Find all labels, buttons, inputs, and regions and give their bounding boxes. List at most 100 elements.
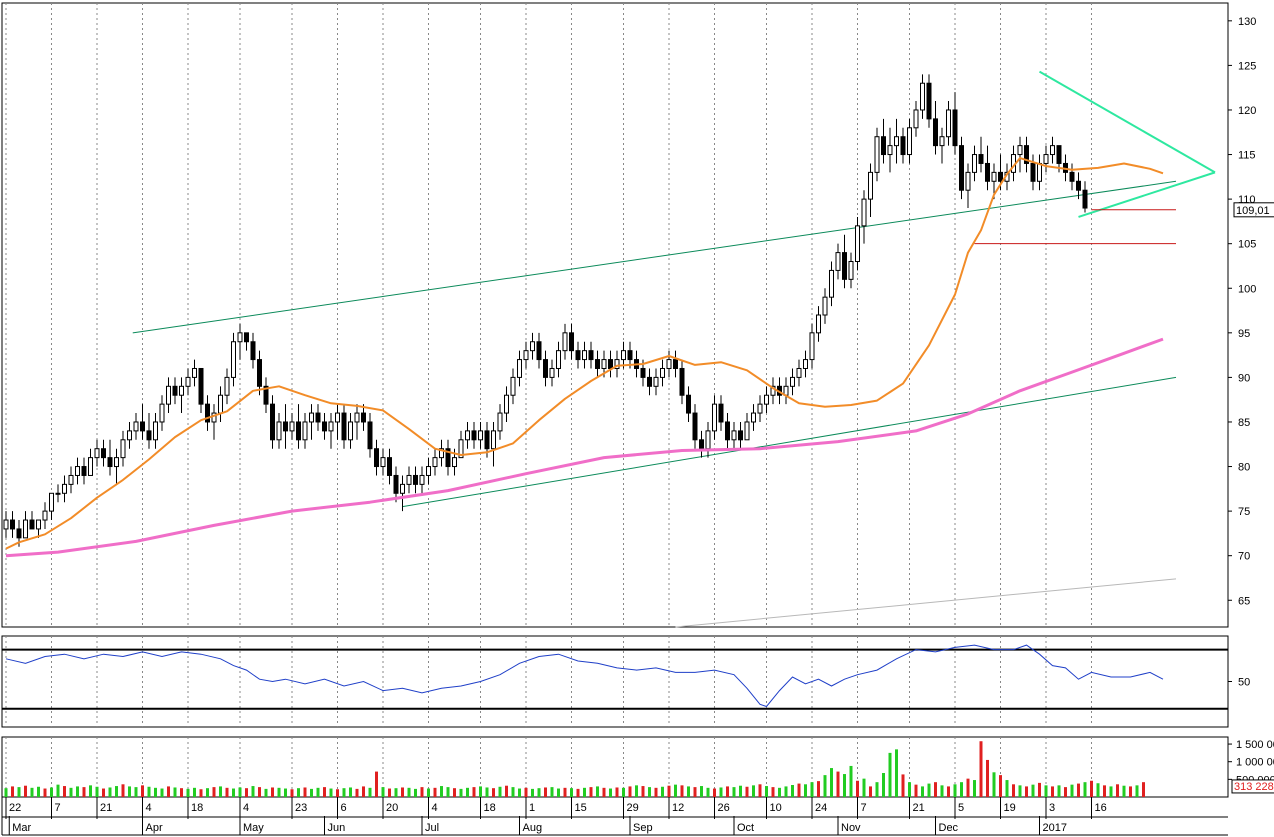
volume-bar — [89, 785, 92, 797]
candle-body — [692, 412, 698, 441]
candle-body — [569, 332, 574, 352]
volume-bar — [817, 781, 820, 797]
volume-bar — [251, 786, 255, 797]
candle-body — [179, 385, 184, 396]
candle-body — [673, 359, 678, 369]
volume-bar — [524, 787, 528, 797]
volume-bar — [63, 786, 66, 797]
candle-body — [1037, 162, 1042, 182]
candle-body — [153, 421, 158, 441]
candle-body — [1069, 171, 1075, 182]
volume-bar — [414, 788, 417, 797]
candle-body — [406, 474, 412, 485]
candle-body — [991, 171, 997, 182]
oscillator-line — [5, 644, 1164, 708]
last-volume-label: 313 228 — [1234, 781, 1274, 793]
candle-body — [166, 385, 171, 405]
price-tick-label: 105 — [1238, 239, 1256, 251]
volume-bar — [69, 787, 73, 797]
candle-body — [504, 394, 509, 414]
candle-body — [1056, 145, 1062, 164]
day-label: 21 — [913, 802, 925, 814]
candle-body — [432, 457, 438, 468]
candle-body — [809, 332, 815, 361]
candle-body — [796, 367, 802, 378]
volume-bar — [147, 786, 151, 797]
candle-body — [705, 430, 711, 450]
volume-bar — [583, 787, 586, 797]
oscillator-panel: 50 — [2, 644, 1250, 710]
volume-bar — [102, 788, 105, 797]
month-label: May — [243, 822, 264, 834]
volume-bar — [297, 788, 300, 797]
volume-bar — [752, 785, 755, 797]
candle-body — [452, 457, 457, 468]
candle-body — [959, 145, 964, 191]
volume-bar — [914, 784, 918, 797]
day-label: 16 — [1095, 802, 1107, 814]
volume-bar — [680, 785, 684, 797]
candle-body — [517, 359, 522, 378]
volume-bar — [141, 785, 144, 797]
volume-bar — [979, 741, 983, 797]
candle-body — [439, 448, 444, 459]
candle-body — [660, 367, 665, 378]
day-label: 12 — [672, 802, 684, 814]
x-axis-labels: 22 7 21 4 18 4 23 6 20 4 18 1 15 29 12 26 10 24 7 21 5 19 3 16 M… — [2, 797, 1228, 835]
last-price-box — [1233, 202, 1274, 218]
volume-bar — [921, 786, 924, 797]
candle-body — [803, 359, 808, 369]
candle-body — [133, 421, 139, 432]
volume-bar — [199, 789, 203, 797]
candle-body — [192, 367, 197, 378]
candle-body — [562, 332, 568, 352]
candle-body — [231, 341, 236, 378]
candle-body — [146, 430, 152, 441]
candle-body — [1043, 154, 1049, 164]
candle-body — [998, 171, 1003, 182]
last-volume-box — [1231, 779, 1274, 794]
y-axis-labels: 109,01 65 70 75 80 85 90 95 100 105 110 115 120 125 13… — [1228, 16, 1274, 607]
candle-body — [686, 394, 691, 414]
candle-body — [335, 412, 340, 423]
volume-bar — [219, 786, 222, 797]
volume-bar — [726, 786, 729, 797]
volume-bar — [284, 788, 287, 797]
volume-bar — [108, 787, 112, 797]
day-label: 23 — [295, 802, 307, 814]
volume-bar — [407, 787, 411, 797]
volume-panel-frame — [1, 736, 1229, 798]
volume-bar — [11, 786, 14, 797]
volume-bar — [706, 787, 710, 797]
volume-bar — [277, 787, 281, 797]
volume-bar — [440, 786, 443, 797]
day-label: 24 — [815, 802, 827, 814]
month-label: 2017 — [1043, 822, 1067, 834]
candle-body — [140, 421, 145, 432]
price-tick-label: 120 — [1238, 105, 1256, 117]
candle-body — [900, 136, 906, 156]
candle-body — [484, 430, 490, 450]
day-label: 4 — [146, 802, 152, 814]
volume-bar — [1083, 782, 1087, 797]
volume-bar — [1103, 785, 1106, 797]
volume-bar — [557, 788, 560, 797]
candle-body — [731, 430, 737, 441]
candle-body — [972, 154, 977, 173]
candle-body — [920, 82, 925, 111]
price-tick-label: 90 — [1238, 372, 1250, 384]
candle-body — [244, 332, 249, 343]
candle-body — [770, 385, 776, 396]
trendlines — [132, 70, 1216, 628]
candle-body — [348, 421, 353, 441]
volume-bar — [264, 788, 268, 797]
candle-body — [107, 457, 113, 468]
candle-body — [257, 359, 262, 387]
day-label: 7 — [861, 802, 867, 814]
candle-body — [1076, 180, 1081, 191]
candle-body — [361, 412, 366, 423]
volume-bar — [635, 785, 638, 797]
candle-body — [718, 403, 724, 423]
volume-bar — [784, 786, 788, 797]
